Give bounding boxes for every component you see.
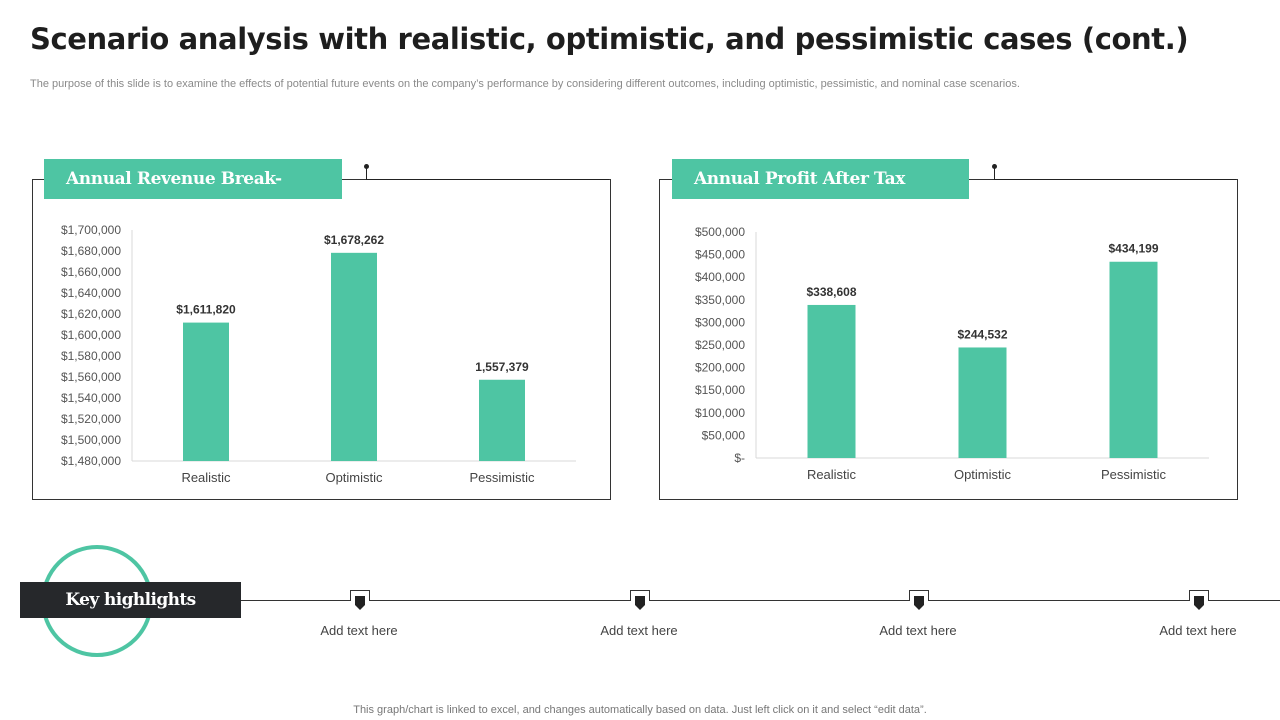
profit-bar-pessimistic[interactable] bbox=[1109, 261, 1158, 458]
footnote: This graph/chart is linked to excel, and… bbox=[353, 704, 927, 716]
y-tick-label: $1,620,000 bbox=[61, 307, 121, 321]
revenue-bar-realistic[interactable] bbox=[183, 322, 229, 461]
profit-bar-optimistic[interactable] bbox=[958, 347, 1007, 458]
data-label: $1,678,262 bbox=[324, 233, 384, 247]
y-tick-label: $400,000 bbox=[695, 270, 745, 284]
highlight-marker-icon bbox=[1189, 590, 1209, 610]
data-label: $1,611,820 bbox=[176, 303, 236, 317]
highlight-marker-icon bbox=[909, 590, 929, 610]
y-tick-label: $1,500,000 bbox=[61, 433, 121, 447]
profit-bar-realistic[interactable] bbox=[807, 304, 856, 458]
highlight-text-2[interactable]: Add text here bbox=[600, 623, 678, 638]
highlight-text-3[interactable]: Add text here bbox=[879, 623, 957, 638]
y-tick-label: $1,560,000 bbox=[61, 370, 121, 384]
revenue-bar-optimistic[interactable] bbox=[331, 252, 377, 461]
y-tick-label: $150,000 bbox=[695, 383, 745, 397]
y-tick-label: $1,540,000 bbox=[61, 391, 121, 405]
y-tick-label: $450,000 bbox=[695, 248, 745, 262]
x-tick-label: Pessimistic bbox=[1101, 467, 1167, 482]
highlight-text-1[interactable]: Add text here bbox=[320, 623, 398, 638]
highlight-marker-icon bbox=[630, 590, 650, 610]
y-tick-label: $350,000 bbox=[695, 293, 745, 307]
revenue-chart[interactable]: $1,480,000 $1,500,000 $1,520,000 $1,540,000… bbox=[33, 180, 610, 499]
y-tick-label: $500,000 bbox=[695, 225, 745, 239]
y-tick-label: $1,480,000 bbox=[61, 454, 121, 468]
highlights-timeline bbox=[241, 600, 1280, 601]
y-tick-label: $50,000 bbox=[702, 428, 746, 442]
key-highlights-label: Key highlights bbox=[20, 582, 241, 618]
x-tick-label: Realistic bbox=[181, 470, 231, 485]
y-tick-label: $250,000 bbox=[695, 338, 745, 352]
y-tick-label: $1,640,000 bbox=[61, 286, 121, 300]
y-tick-label: $200,000 bbox=[695, 361, 745, 375]
revenue-bar-pessimistic[interactable] bbox=[479, 379, 525, 461]
revenue-chart-title: Annual Revenue Break-even bbox=[44, 159, 342, 229]
y-tick-label: $100,000 bbox=[695, 406, 745, 420]
y-tick-label: $1,600,000 bbox=[61, 328, 121, 342]
y-tick-label: $300,000 bbox=[695, 315, 745, 329]
page-title: Scenario analysis with realistic, optimi… bbox=[30, 22, 1189, 56]
y-tick-label: $1,520,000 bbox=[61, 412, 121, 426]
profit-chart[interactable]: $- $50,000 $100,000 $150,000 $200,000 $250,00… bbox=[660, 180, 1237, 499]
y-tick-label: $1,700,000 bbox=[61, 223, 121, 237]
y-tick-label: $1,660,000 bbox=[61, 265, 121, 279]
data-label: $244,532 bbox=[957, 327, 1007, 341]
profit-chart-panel: $- $50,000 $100,000 $150,000 $200,000 $250,00… bbox=[659, 179, 1238, 500]
revenue-chart-panel: $1,480,000 $1,500,000 $1,520,000 $1,540,000… bbox=[32, 179, 611, 500]
x-tick-label: Pessimistic bbox=[469, 470, 535, 485]
x-tick-label: Optimistic bbox=[954, 467, 1012, 482]
y-tick-label: $- bbox=[734, 451, 745, 465]
x-tick-label: Realistic bbox=[807, 467, 857, 482]
highlight-text-4[interactable]: Add text here bbox=[1159, 623, 1237, 638]
highlight-marker-icon bbox=[350, 590, 370, 610]
data-label: 1,557,379 bbox=[475, 360, 529, 374]
x-tick-label: Optimistic bbox=[325, 470, 383, 485]
profit-chart-title: Annual Profit After Tax bbox=[672, 159, 969, 199]
data-label: $434,199 bbox=[1108, 242, 1158, 256]
y-tick-label: $1,680,000 bbox=[61, 244, 121, 258]
page-subtitle: The purpose of this slide is to examine … bbox=[30, 78, 1020, 90]
y-tick-label: $1,580,000 bbox=[61, 349, 121, 363]
data-label: $338,608 bbox=[806, 285, 856, 299]
